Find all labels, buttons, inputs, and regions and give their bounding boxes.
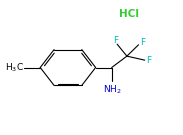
Text: F: F xyxy=(146,56,151,65)
Text: F: F xyxy=(114,36,119,45)
Text: NH$_2$: NH$_2$ xyxy=(103,84,122,96)
Text: HCl: HCl xyxy=(119,9,139,19)
Text: F: F xyxy=(140,38,145,47)
Text: H$_3$C: H$_3$C xyxy=(5,61,24,74)
